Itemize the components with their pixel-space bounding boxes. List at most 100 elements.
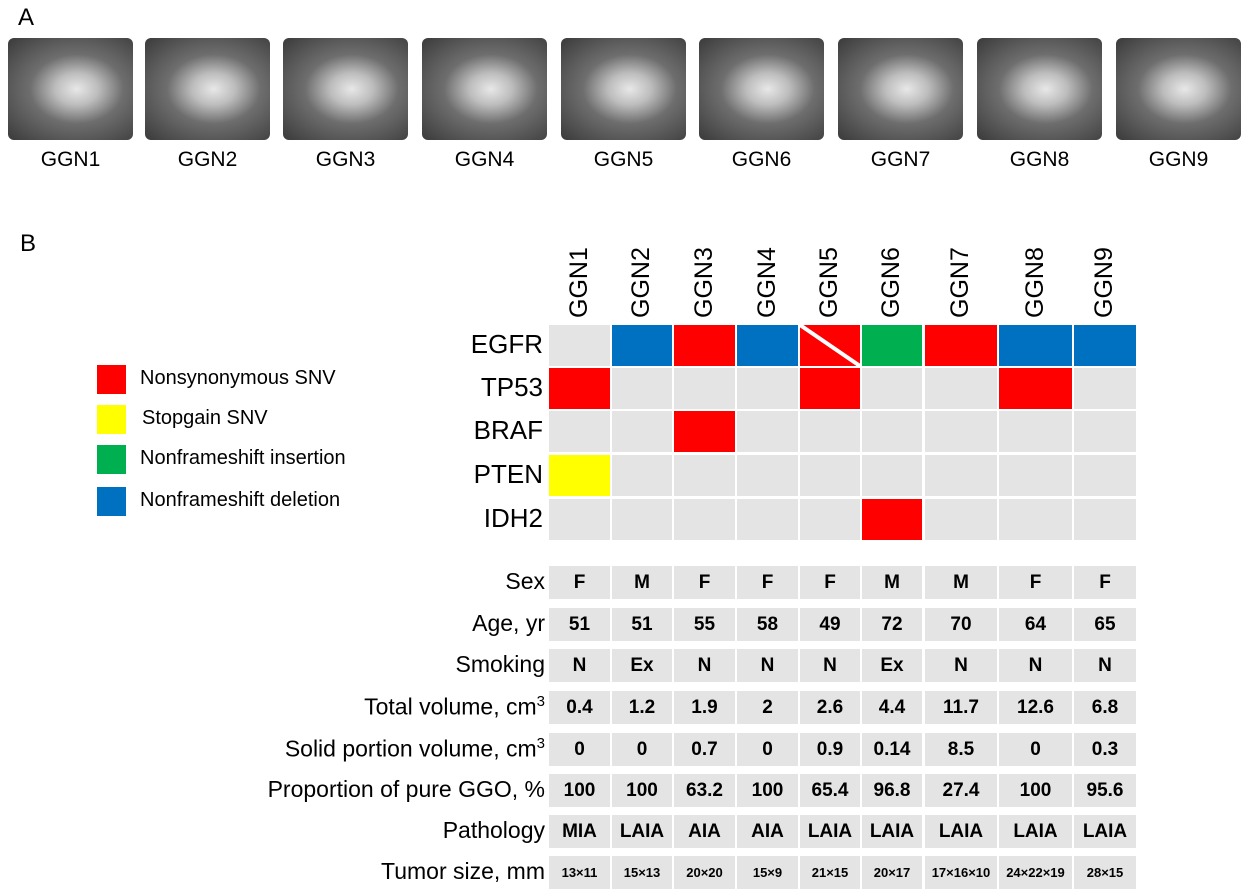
mutation-cell bbox=[800, 368, 860, 409]
mutation-cell bbox=[925, 499, 997, 540]
mutation-cell bbox=[737, 368, 798, 409]
table-value: 100 bbox=[999, 774, 1072, 807]
mutation-cell bbox=[862, 455, 922, 496]
mutation-cell bbox=[549, 455, 610, 496]
mutation-cell bbox=[862, 499, 922, 540]
row-label-text: Tumor size, mm bbox=[381, 858, 545, 884]
table-value: 100 bbox=[549, 774, 610, 807]
row-label-text: Solid portion volume, cm bbox=[284, 735, 537, 762]
table-value: 0 bbox=[737, 733, 798, 766]
table-value: LAIA bbox=[999, 815, 1072, 848]
mutation-cell bbox=[925, 411, 997, 452]
table-value: F bbox=[800, 566, 860, 599]
table-value: 15×13 bbox=[612, 856, 672, 889]
ct-image bbox=[283, 38, 408, 140]
row-label: Total volume, cm3 bbox=[45, 693, 545, 721]
ct-image bbox=[838, 38, 963, 140]
table-value: F bbox=[737, 566, 798, 599]
mutation-cell bbox=[612, 411, 672, 452]
mutation-cell bbox=[612, 499, 672, 540]
image-caption: GGN2 bbox=[177, 148, 238, 171]
table-value: 100 bbox=[737, 774, 798, 807]
image-caption: GGN7 bbox=[870, 148, 931, 171]
table-value: 0 bbox=[612, 733, 672, 766]
column-header: GGN4 bbox=[752, 247, 781, 318]
legend-label: Nonframeshift insertion bbox=[140, 447, 346, 469]
table-value: N bbox=[549, 649, 610, 682]
mutation-cell bbox=[674, 325, 735, 366]
table-value: 4.4 bbox=[862, 691, 922, 724]
table-value: 27.4 bbox=[925, 774, 997, 807]
mutation-cell bbox=[1074, 325, 1136, 366]
row-label: Sex bbox=[45, 568, 545, 595]
table-value: 0 bbox=[999, 733, 1072, 766]
mutation-cell bbox=[674, 455, 735, 496]
split-line bbox=[800, 325, 860, 366]
table-value: 65.4 bbox=[800, 774, 860, 807]
table-value: 72 bbox=[862, 608, 922, 641]
mutation-cell bbox=[549, 325, 610, 366]
mutation-cell bbox=[1074, 411, 1136, 452]
gene-label: BRAF bbox=[473, 415, 543, 445]
legend-swatch bbox=[97, 365, 126, 394]
table-value: 0.14 bbox=[862, 733, 922, 766]
row-label: Proportion of pure GGO, % bbox=[45, 776, 545, 803]
mutation-cell bbox=[1074, 455, 1136, 496]
legend-label: Stopgain SNV bbox=[142, 407, 268, 429]
image-caption: GGN4 bbox=[454, 148, 515, 171]
row-label-text: Age, yr bbox=[472, 610, 545, 636]
mutation-cell bbox=[549, 368, 610, 409]
table-value: N bbox=[800, 649, 860, 682]
table-value: F bbox=[674, 566, 735, 599]
column-header: GGN1 bbox=[564, 247, 593, 318]
split-cell bbox=[800, 325, 860, 366]
mutation-cell bbox=[674, 368, 735, 409]
mutation-cell bbox=[925, 455, 997, 496]
column-header: GGN8 bbox=[1020, 247, 1049, 318]
legend-swatch bbox=[97, 445, 126, 474]
table-value: 2 bbox=[737, 691, 798, 724]
mutation-cell bbox=[674, 499, 735, 540]
table-value: 51 bbox=[612, 608, 672, 641]
row-label-sup: 3 bbox=[536, 693, 545, 710]
mutation-cell bbox=[862, 411, 922, 452]
ct-image bbox=[977, 38, 1102, 140]
ct-image bbox=[422, 38, 547, 140]
legend-label: Nonsynonymous SNV bbox=[140, 367, 336, 389]
mutation-cell bbox=[612, 368, 672, 409]
table-value: 63.2 bbox=[674, 774, 735, 807]
column-header: GGN5 bbox=[815, 247, 843, 318]
table-value: MIA bbox=[549, 815, 610, 848]
table-value: 58 bbox=[737, 608, 798, 641]
mutation-cell bbox=[549, 411, 610, 452]
row-label-text: Proportion of pure GGO, % bbox=[267, 776, 545, 802]
table-value: 95.6 bbox=[1074, 774, 1136, 807]
mutation-cell bbox=[612, 325, 672, 366]
row-label: Smoking bbox=[45, 651, 545, 678]
table-value: M bbox=[925, 566, 997, 599]
image-caption: GGN3 bbox=[315, 148, 376, 171]
legend-swatch bbox=[97, 405, 126, 434]
mutation-cell bbox=[737, 499, 798, 540]
table-value: LAIA bbox=[1074, 815, 1136, 848]
mutation-cell bbox=[1074, 368, 1136, 409]
legend-label: Nonframeshift deletion bbox=[140, 489, 341, 511]
table-value: LAIA bbox=[925, 815, 997, 848]
table-value: 11.7 bbox=[925, 691, 997, 724]
table-value: 49 bbox=[800, 608, 860, 641]
ct-image bbox=[145, 38, 270, 140]
row-label: Tumor size, mm bbox=[45, 858, 545, 885]
table-value: 0.9 bbox=[800, 733, 860, 766]
table-value: F bbox=[999, 566, 1072, 599]
row-label: Solid portion volume, cm3 bbox=[45, 735, 545, 763]
table-value: AIA bbox=[674, 815, 735, 848]
mutation-cell bbox=[1074, 499, 1136, 540]
table-value: 20×20 bbox=[674, 856, 735, 889]
image-caption: GGN1 bbox=[40, 148, 101, 171]
table-value: N bbox=[1074, 649, 1136, 682]
table-value: N bbox=[925, 649, 997, 682]
column-header: GGN7 bbox=[946, 247, 974, 318]
table-value: F bbox=[1074, 566, 1136, 599]
mutation-cell bbox=[925, 368, 997, 409]
